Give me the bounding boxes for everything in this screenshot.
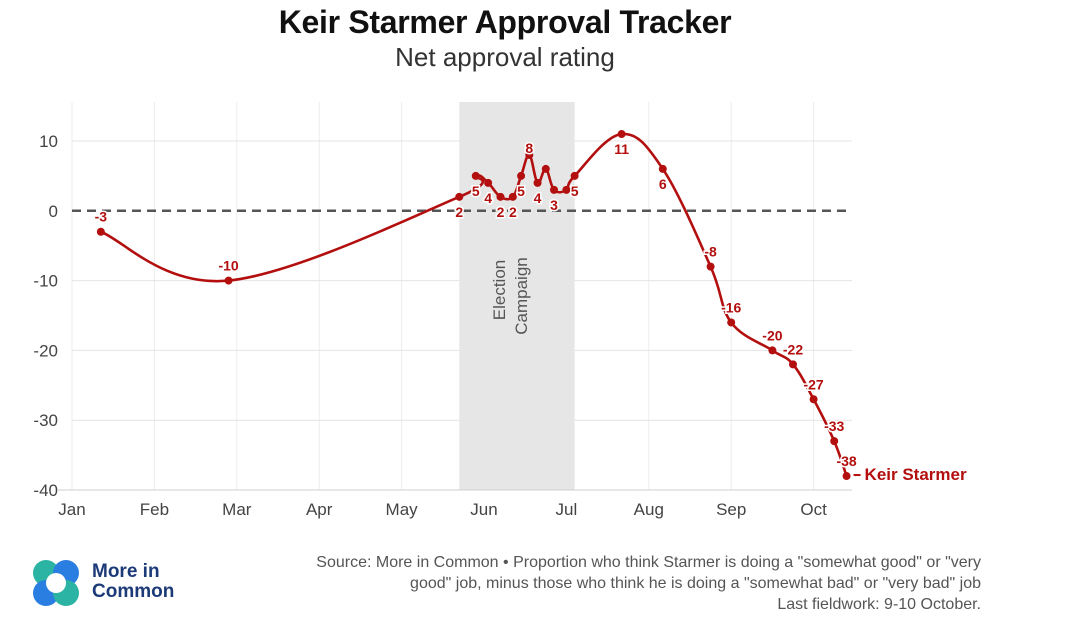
data-label: 11 [614, 141, 629, 157]
data-point [562, 185, 571, 194]
chart-subtitle: Net approval rating [395, 42, 615, 72]
x-tick-label: Apr [306, 500, 333, 519]
data-point [541, 164, 550, 173]
data-point [809, 395, 818, 404]
y-tick-label: -10 [33, 272, 58, 291]
data-point [508, 192, 517, 201]
data-label: -16 [721, 299, 741, 315]
data-points-layer [96, 130, 851, 481]
data-point [617, 130, 626, 139]
data-point [484, 178, 493, 187]
data-label: 4 [534, 190, 542, 206]
data-point [842, 472, 851, 481]
data-label: -27 [803, 376, 823, 392]
data-label: 5 [571, 183, 579, 199]
brand-name: More in Common [92, 562, 174, 602]
data-point [533, 178, 542, 187]
data-point [706, 262, 715, 271]
source-line-3: Last fieldwork: 9-10 October. [777, 596, 981, 613]
data-point [830, 437, 839, 446]
data-label: -3 [95, 209, 108, 225]
data-label: -20 [762, 327, 782, 343]
data-point [658, 164, 667, 173]
series-end-label: Keir Starmer [865, 465, 967, 484]
data-label: 5 [517, 183, 525, 199]
brand-line-1: More in [92, 561, 160, 582]
source-line-1: Source: More in Common • Proportion who … [316, 554, 981, 571]
y-tick-label: -30 [33, 411, 58, 430]
data-point [550, 185, 559, 194]
y-tick-label: 10 [39, 132, 58, 151]
y-tick-label: -20 [33, 341, 58, 360]
data-label: 4 [484, 190, 492, 206]
data-point [455, 192, 464, 201]
data-point [517, 171, 526, 180]
campaign-label-line-2: Campaign [512, 257, 531, 335]
data-point [525, 150, 534, 159]
data-point [471, 171, 480, 180]
source-note: Source: More in Common • Proportion who … [316, 552, 981, 615]
x-tick-label: Mar [222, 500, 252, 519]
chart-title: Keir Starmer Approval Tracker [278, 4, 732, 40]
campaign-label-line-1: Election [490, 260, 509, 320]
x-tick-label: Jan [58, 500, 85, 519]
data-label: 3 [550, 197, 558, 213]
data-label: -38 [836, 453, 856, 469]
data-label: 6 [659, 176, 667, 192]
data-point [768, 346, 777, 355]
data-point [570, 171, 579, 180]
x-tick-label: Oct [800, 500, 827, 519]
x-tick-label: May [386, 500, 419, 519]
x-tick-label: Feb [140, 500, 169, 519]
data-label: 8 [525, 140, 533, 156]
data-label: 2 [509, 204, 517, 220]
x-tick-label: Jun [470, 500, 497, 519]
data-label: 2 [497, 204, 505, 220]
data-label: -33 [824, 418, 844, 434]
data-point [789, 360, 797, 369]
brand-line-2: Common [92, 581, 175, 602]
x-tick-label: Aug [634, 500, 664, 519]
data-point [496, 192, 505, 201]
data-label: -8 [704, 244, 717, 260]
data-point [96, 227, 105, 236]
data-point [727, 318, 736, 327]
data-label: 2 [455, 204, 463, 220]
more-in-common-logo-icon [33, 560, 79, 606]
data-label: 5 [472, 183, 480, 199]
source-line-2: good" job, minus those who think he is d… [410, 575, 981, 592]
data-point [224, 276, 233, 285]
y-tick-label: 0 [49, 202, 58, 221]
data-label: -22 [783, 341, 803, 357]
election-campaign-region [459, 102, 575, 490]
x-tick-label: Sep [716, 500, 746, 519]
x-tick-label: Jul [556, 500, 578, 519]
data-label: -10 [218, 258, 238, 274]
campaign-shade-layer: Election Campaign [459, 102, 575, 490]
y-tick-label: -40 [33, 481, 58, 500]
